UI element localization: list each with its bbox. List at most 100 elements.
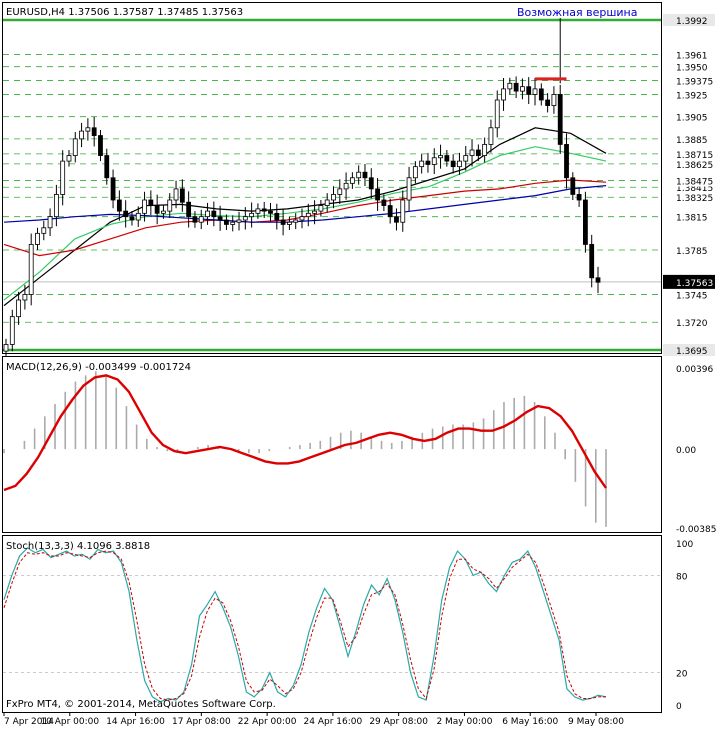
- stoch-tick-label: 80: [676, 572, 688, 582]
- candle: [154, 194, 160, 225]
- price-tick-label: 1.3961: [676, 51, 708, 61]
- candle-body: [211, 210, 217, 218]
- candle-body: [532, 88, 538, 95]
- price-tick-label: 1.3992: [676, 17, 708, 27]
- candle: [475, 144, 481, 162]
- candle-body: [589, 244, 595, 279]
- candle: [142, 191, 147, 222]
- candle-body: [394, 216, 399, 223]
- candle-body: [400, 199, 406, 223]
- time-tick-label: 17 Apr 08:00: [172, 717, 231, 727]
- price-tick-box: [663, 74, 715, 87]
- candle: [444, 150, 450, 167]
- candle-body: [412, 166, 418, 179]
- price-tick-label: 1.3695: [676, 347, 708, 357]
- macd-panel-frame: [2, 356, 662, 533]
- candle-body: [47, 216, 53, 229]
- candle-body: [98, 135, 103, 156]
- candle: [249, 202, 255, 228]
- price-tick-box: [663, 210, 715, 223]
- time-tick-label: 6 May 16:00: [502, 717, 558, 727]
- candle-body: [475, 149, 481, 156]
- macd-tick-label: 0.00396: [676, 365, 713, 375]
- price-tick-box: [663, 316, 715, 329]
- candle-body: [261, 208, 267, 212]
- candle-body: [438, 155, 443, 159]
- price-tick-label: 1.3720: [676, 319, 708, 329]
- candle-body: [406, 177, 412, 201]
- candle: [123, 200, 129, 228]
- moving-average-blue: [3, 185, 607, 223]
- candle-body: [230, 221, 236, 225]
- candle: [583, 191, 588, 253]
- candle-body: [343, 182, 349, 190]
- candle: [41, 220, 47, 241]
- current-price-box: [663, 274, 715, 289]
- candle: [545, 93, 551, 113]
- price-gridlines: [3, 18, 661, 352]
- candle: [274, 203, 280, 230]
- candle-body: [551, 94, 557, 106]
- candle-body: [463, 155, 469, 162]
- candle-body: [457, 160, 462, 168]
- stoch-tick-label: 100: [676, 540, 693, 550]
- price-tick-box: [663, 288, 715, 301]
- candle-body: [368, 177, 374, 190]
- candle: [507, 77, 513, 95]
- candle: [501, 78, 506, 111]
- candle-body: [154, 205, 160, 214]
- candle: [318, 200, 324, 217]
- candle: [450, 154, 456, 174]
- price-tick-label: 1.3905: [676, 114, 708, 124]
- price-tick-label: 1.38715: [676, 151, 713, 161]
- candle: [513, 76, 519, 98]
- price-tick-box: [663, 14, 715, 26]
- candle: [293, 213, 299, 230]
- candle-body: [167, 199, 173, 212]
- price-tick-box: [663, 132, 715, 145]
- price-tick-box: [663, 344, 715, 356]
- annotation-possible-top: Возможная вершина: [517, 6, 638, 19]
- candle-body: [186, 201, 192, 218]
- stoch-panel-frame: [2, 535, 662, 713]
- candle: [368, 168, 374, 199]
- stoch-main-line: [3, 547, 607, 703]
- macd-layer: 0.00396 0.00 -0.003854: [3, 365, 717, 535]
- price-tick-box: [663, 191, 715, 204]
- candle-body: [35, 232, 40, 245]
- candle: [173, 180, 179, 209]
- candle-body: [60, 160, 66, 195]
- candle-body: [268, 210, 273, 214]
- candle: [255, 203, 261, 219]
- candle: [224, 214, 229, 230]
- moving-average-red: [3, 179, 607, 257]
- candle: [192, 211, 198, 228]
- candle: [538, 83, 544, 106]
- stoch-tick-label: 20: [676, 670, 688, 680]
- time-tick-label: 7 Apr 2014: [4, 717, 54, 727]
- candle: [47, 208, 53, 236]
- candle-body: [198, 216, 204, 223]
- time-tick-label: 10 Apr 00:00: [40, 717, 99, 727]
- price-panel-frame: [2, 2, 662, 354]
- candle: [488, 119, 494, 153]
- time-tick-label: 29 Apr 08:00: [369, 717, 428, 727]
- candle: [589, 234, 595, 288]
- candle: [406, 166, 412, 211]
- price-tick-box: [663, 244, 715, 256]
- candle-body: [287, 221, 292, 225]
- time-tick-label: 9 May 08:00: [568, 717, 624, 727]
- candle-body: [381, 199, 387, 206]
- candle: [116, 190, 122, 221]
- candle: [129, 211, 135, 226]
- candle: [312, 200, 317, 225]
- candle: [463, 146, 469, 171]
- candle: [362, 164, 368, 186]
- candle-body: [419, 160, 425, 168]
- time-tick-label: 14 Apr 16:00: [106, 717, 165, 727]
- candle: [299, 208, 305, 229]
- stoch-signal-line: [3, 550, 606, 701]
- candle: [104, 148, 110, 185]
- candle-body: [16, 299, 21, 318]
